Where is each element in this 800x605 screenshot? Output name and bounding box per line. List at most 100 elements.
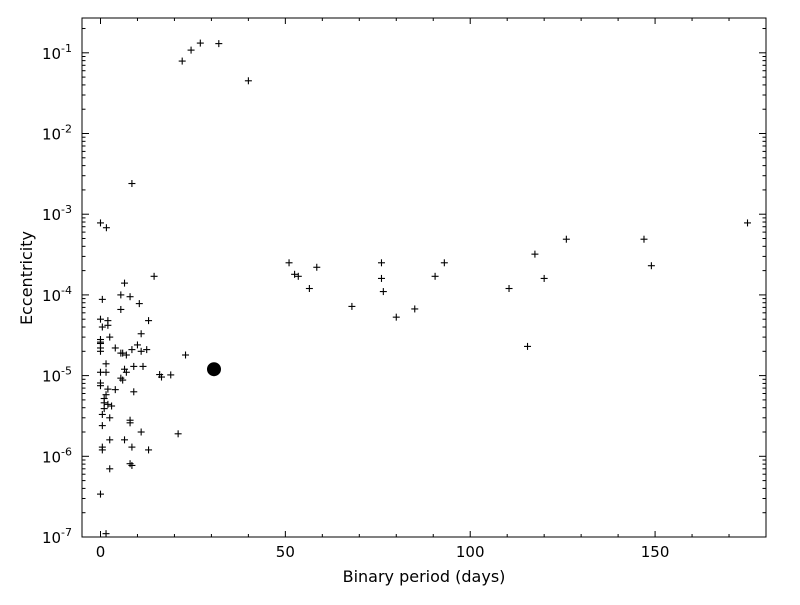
data-point-plus <box>285 259 293 267</box>
data-point-plus <box>215 40 223 48</box>
data-point-plus <box>196 39 204 47</box>
data-point-plus <box>117 291 125 299</box>
y-axis-label: Eccentricity <box>17 231 36 325</box>
data-point-plus <box>96 315 104 323</box>
data-point-plus <box>119 376 127 384</box>
data-point-plus <box>133 341 141 349</box>
data-point-plus <box>174 430 182 438</box>
data-point-plus <box>98 410 106 418</box>
data-point-plus <box>102 530 110 538</box>
data-point-plus <box>137 347 145 355</box>
data-point-plus <box>640 235 648 243</box>
data-point-plus <box>121 436 129 444</box>
y-tick-label: 10-3 <box>42 203 72 224</box>
data-point-plus <box>145 446 153 454</box>
data-point-plus <box>145 317 153 325</box>
data-point-plus <box>106 465 114 473</box>
data-point-plus <box>128 443 136 451</box>
y-tick-label: 10-5 <box>42 365 72 386</box>
data-point-plus <box>104 385 112 393</box>
data-point-plus <box>104 321 112 329</box>
data-point-plus <box>108 402 116 410</box>
data-point-plus <box>126 419 134 427</box>
data-point-plus <box>182 351 190 359</box>
data-point-plus <box>187 46 195 54</box>
data-point-plus <box>111 344 119 352</box>
data-point-plus <box>167 371 175 379</box>
data-point-plus <box>106 333 114 341</box>
data-point-plus <box>102 360 110 368</box>
x-tick-label: 50 <box>276 543 295 561</box>
data-point-plus <box>744 219 752 227</box>
data-point-plus <box>440 259 448 267</box>
data-point-plus <box>130 362 138 370</box>
y-tick-label: 10-7 <box>42 526 72 547</box>
data-point-plus <box>122 351 130 359</box>
x-tick-label: 0 <box>96 543 106 561</box>
data-point-plus <box>524 342 532 350</box>
data-point-plus <box>137 428 145 436</box>
data-point-plus <box>348 302 356 310</box>
data-point-plus <box>126 293 134 301</box>
x-axis-label: Binary period (days) <box>343 567 506 586</box>
y-tick-label: 10-2 <box>42 123 72 144</box>
data-point-plus <box>128 346 136 354</box>
data-point-plus <box>379 288 387 296</box>
data-point-plus <box>111 386 119 394</box>
data-point-plus <box>98 446 106 454</box>
data-point-plus <box>96 347 104 355</box>
data-point-plus <box>137 330 145 338</box>
data-point-plus <box>119 349 127 357</box>
data-point-plus <box>244 77 252 85</box>
data-point-plus <box>135 300 143 308</box>
data-point-plus <box>98 422 106 430</box>
data-point-plus <box>102 224 110 232</box>
data-point-plus <box>128 180 136 188</box>
y-axis-ticks: 10-7 10-6 10-5 10-4 10-3 10-2 10-1 <box>42 28 766 547</box>
data-point-plus <box>102 368 110 376</box>
data-point-plus <box>143 346 151 354</box>
data-point-plus <box>106 414 114 422</box>
data-point-plus <box>291 270 299 278</box>
data-point-plus <box>562 235 570 243</box>
data-point-plus <box>540 274 548 282</box>
data-point-plus <box>122 368 130 376</box>
data-point-plus <box>96 490 104 498</box>
data-point-plus <box>411 305 419 313</box>
data-point-plus <box>96 382 104 390</box>
data-point-plus <box>106 436 114 444</box>
x-tick-label: 150 <box>641 543 670 561</box>
data-point-plus <box>294 272 302 280</box>
data-point-plus <box>305 285 313 293</box>
data-point-plus <box>139 362 147 370</box>
data-point-plus <box>100 405 108 413</box>
plot-frame <box>81 17 767 538</box>
data-point-plus <box>98 295 106 303</box>
data-point-plus <box>150 272 158 280</box>
y-tick-label: 10-1 <box>42 42 72 63</box>
y-tick-label: 10-6 <box>42 445 72 466</box>
data-point-plus <box>377 259 385 267</box>
x-tick-label: 100 <box>456 543 485 561</box>
y-tick-label: 10-4 <box>42 284 72 305</box>
data-point-plus <box>98 323 106 331</box>
data-point-plus <box>313 263 321 271</box>
data-point-plus <box>117 305 125 313</box>
data-point-plus <box>505 285 513 293</box>
data-point-plus <box>130 388 138 396</box>
data-point-plus <box>102 391 110 399</box>
data-point-plus <box>178 57 186 65</box>
data-point-plus <box>531 250 539 258</box>
plot-marks <box>96 39 752 538</box>
data-point-plus <box>431 272 439 280</box>
data-point-plus <box>128 461 136 469</box>
data-point-plus <box>104 400 112 408</box>
data-point-plus <box>157 373 165 381</box>
data-point-plus <box>121 279 129 287</box>
data-point-plus <box>647 262 655 270</box>
data-point-plus <box>392 313 400 321</box>
data-point-plus <box>96 219 104 227</box>
